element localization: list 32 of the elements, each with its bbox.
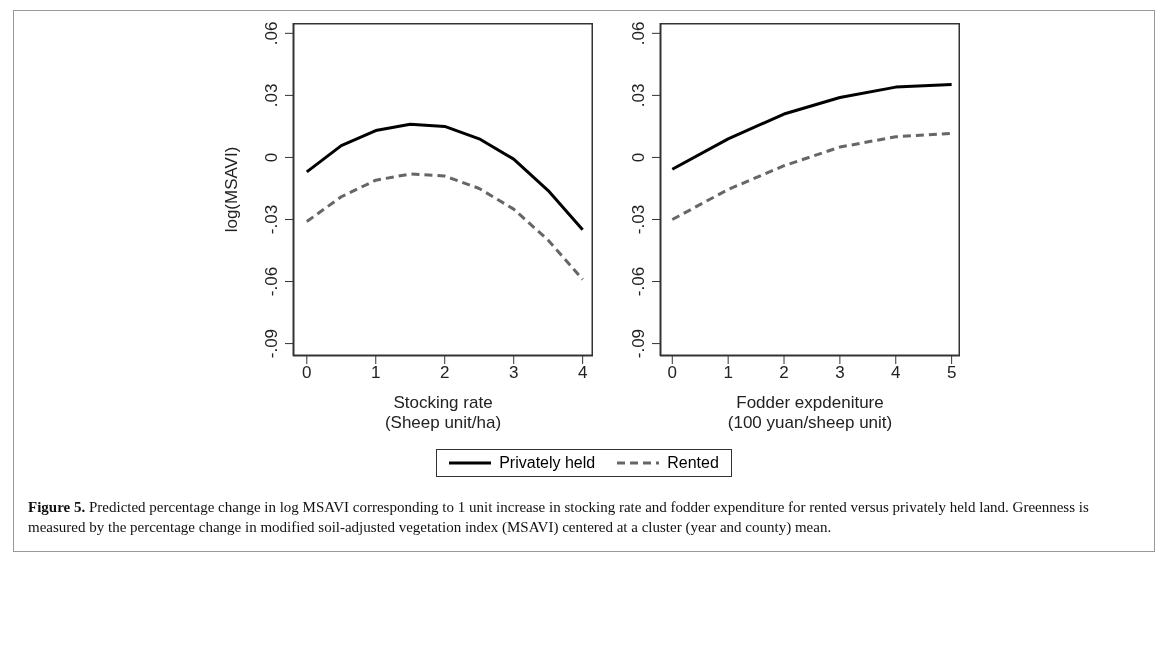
y-tick-label: -.03 [262, 204, 281, 235]
y-tick-label: -.03 [629, 204, 648, 235]
y-tick-label: -.06 [262, 266, 281, 297]
y-tick-label: 0 [629, 152, 648, 163]
x-tick-label: 2 [779, 363, 789, 383]
x-tick-label: 0 [302, 363, 312, 383]
x-axis-title: Stocking rate (Sheep unit/ha) [384, 393, 502, 432]
y-tick-label: .03 [629, 83, 648, 108]
x-tick-label: 3 [508, 363, 519, 383]
x-tick-label: 0 [667, 363, 678, 383]
x-tick-label: 4 [891, 363, 901, 383]
x-axis-title: Fodder expdeniture (100 yuan/sheep unit) [727, 393, 893, 432]
y-tick-label: 0 [262, 152, 281, 163]
x-tick-label: 3 [835, 363, 845, 383]
x-tick-label: 4 [577, 363, 588, 383]
legend-label: Privately held [498, 454, 596, 472]
caption: Figure 5. Predicted percentage change in log MSAVI corresponding to 1 unit increase in stocking rate and fodder expenditure for rented versus privately held land. Greenness is measured by the percentage change in modified soil-adjusted vegetation index (MSAVI) centered at a cluster (year and county) mean. [27, 498, 1090, 537]
y-tick-label: -.09 [262, 328, 281, 359]
y-axis-title: log(MSAVI) [222, 146, 241, 233]
y-tick-label: .03 [262, 83, 281, 108]
x-tick-label: 5 [946, 363, 957, 383]
y-tick-label: .06 [629, 21, 648, 46]
y-tick-label: -.06 [629, 266, 648, 297]
line-series [305, 172, 585, 281]
legend-label: Rented [666, 454, 719, 472]
x-tick-label: 2 [439, 363, 450, 383]
x-tick-label: 1 [371, 363, 381, 383]
line-series [670, 82, 954, 171]
y-tick-label: .06 [262, 21, 281, 46]
y-tick-label: -.09 [629, 328, 648, 359]
x-tick-label: 1 [723, 363, 733, 383]
line-series [305, 122, 585, 232]
